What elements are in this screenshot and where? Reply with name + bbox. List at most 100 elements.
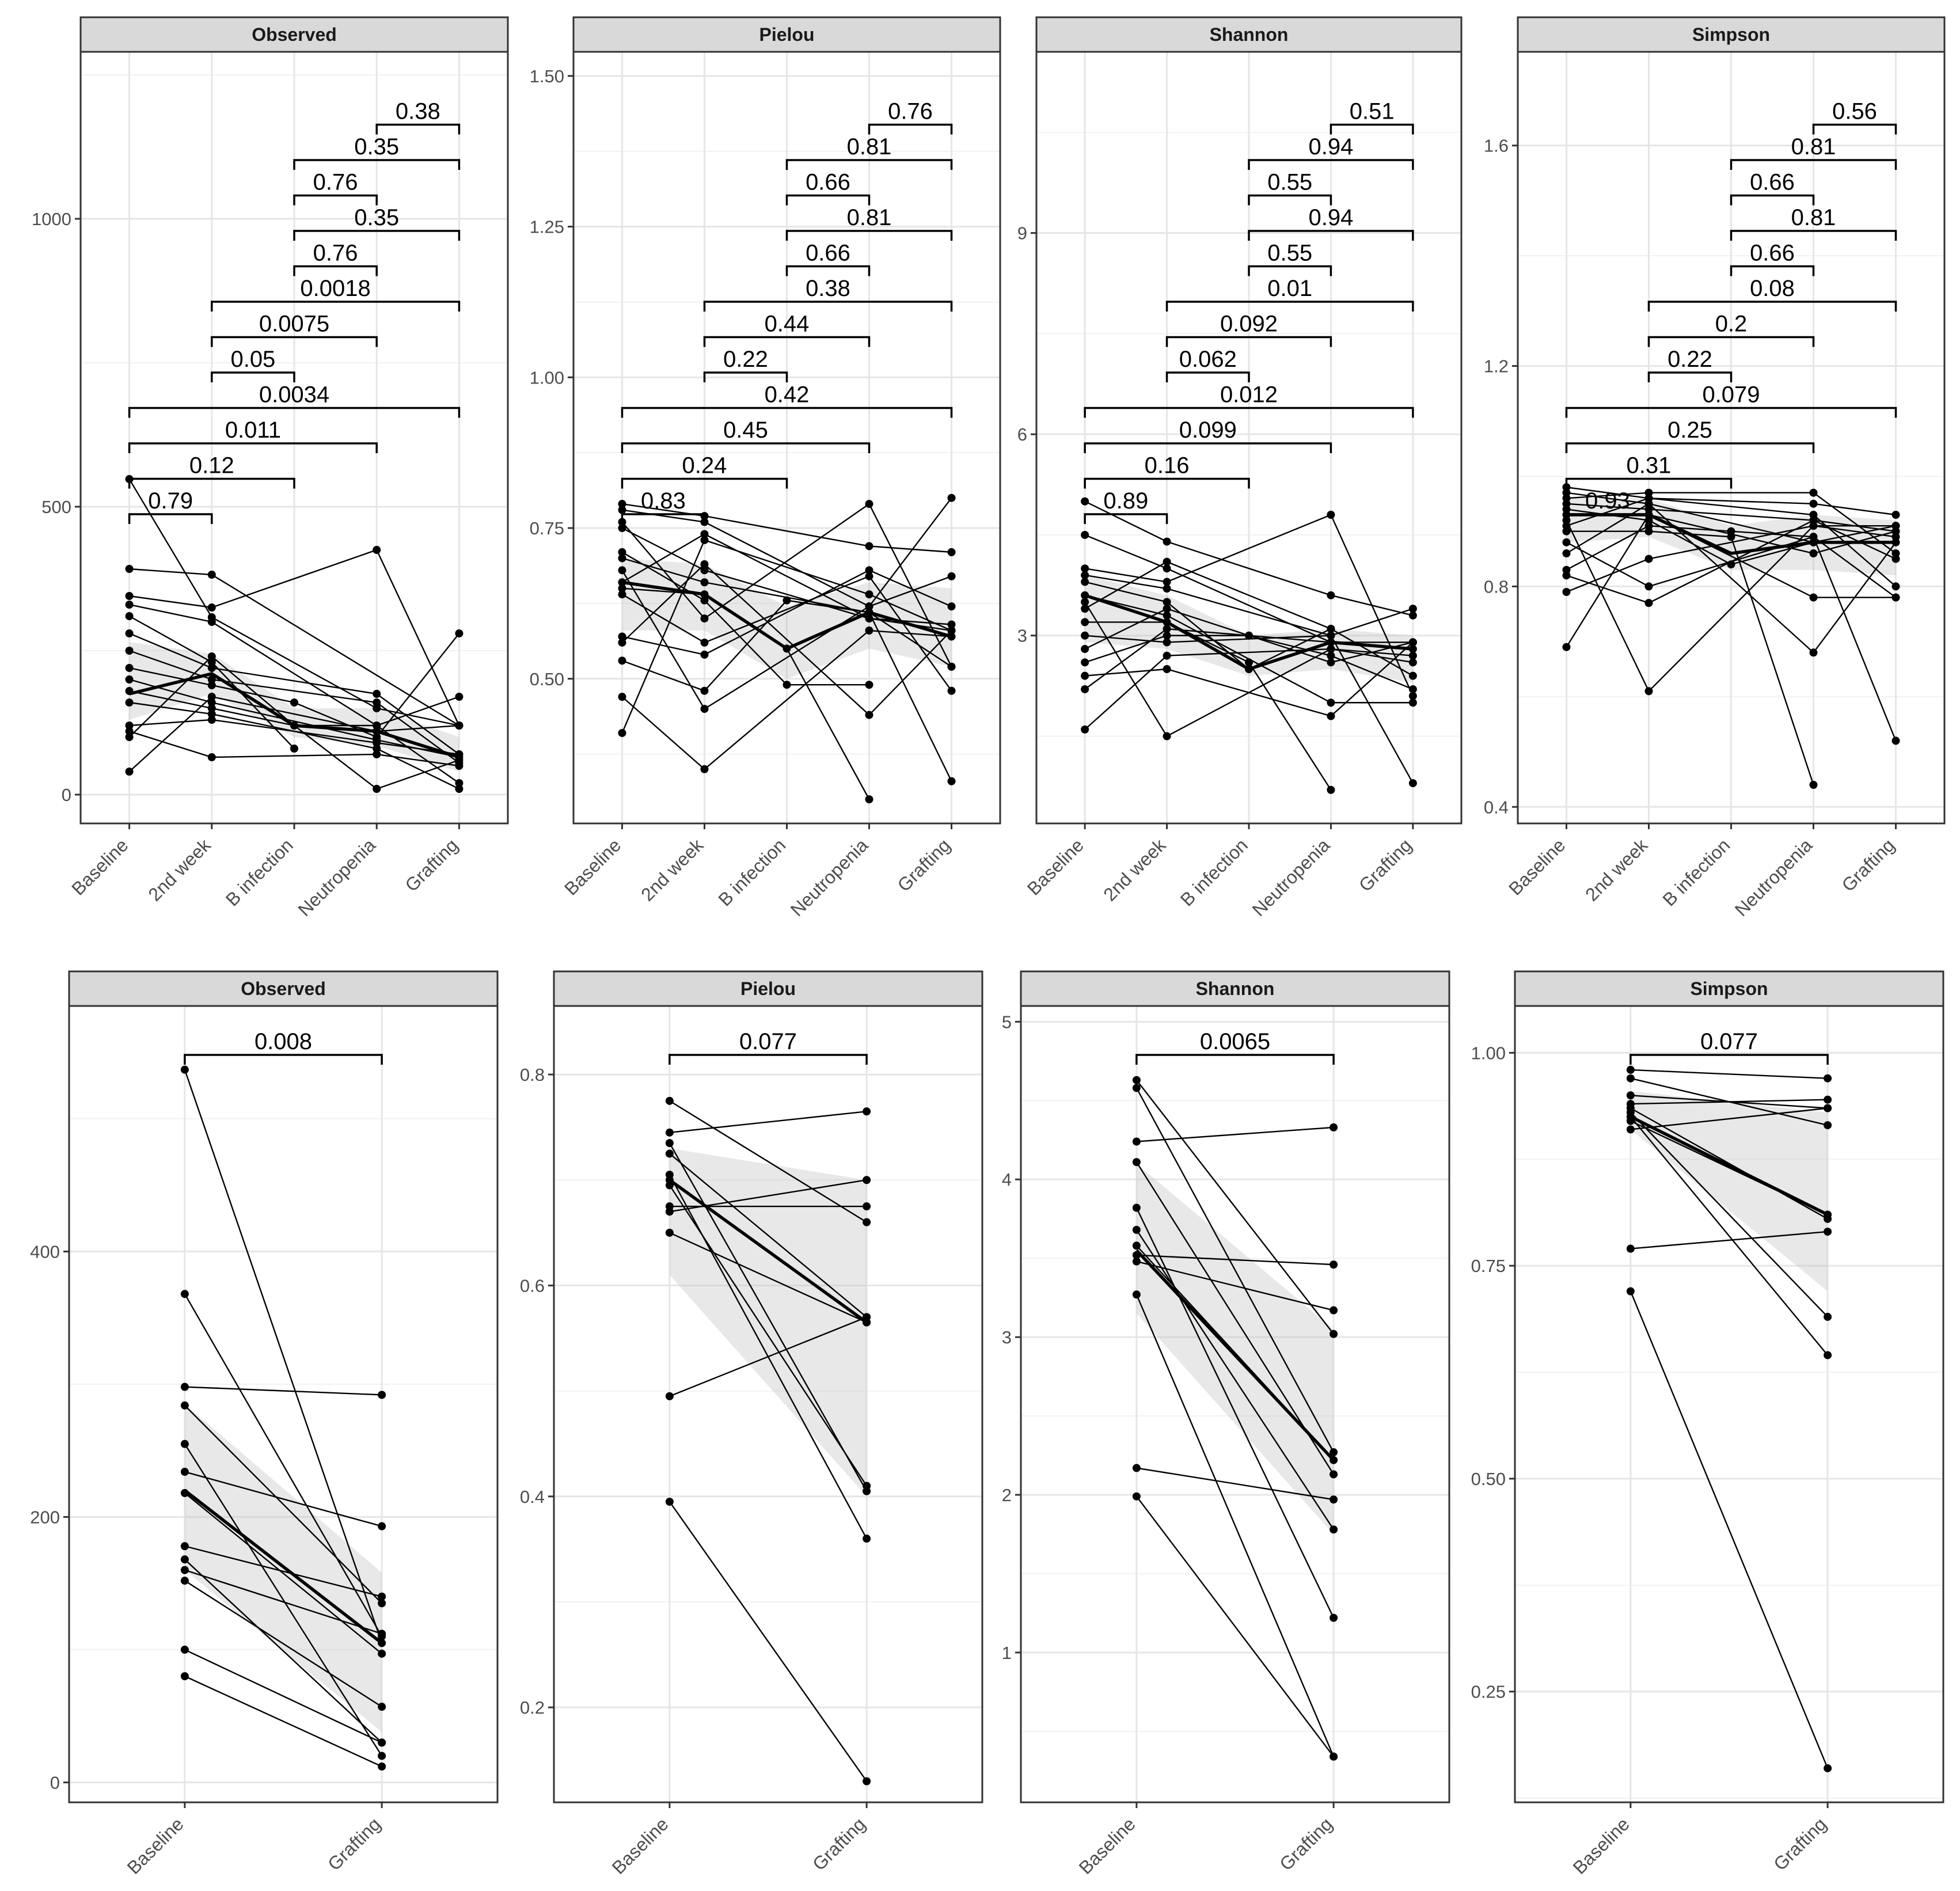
subject-point	[863, 1176, 871, 1184]
y-tick-label: 1.6	[1484, 136, 1509, 156]
p-value-label: 0.51	[1350, 99, 1395, 124]
x-tick-label: B infection	[714, 834, 789, 910]
subject-point	[1330, 1448, 1338, 1457]
subject-point	[125, 629, 134, 637]
p-value-label: 0.55	[1267, 241, 1312, 266]
subject-point	[1132, 1241, 1141, 1250]
panel-border	[1020, 1005, 1450, 1803]
subject-line	[622, 569, 952, 656]
subject-point	[378, 1762, 386, 1771]
subject-point	[1163, 625, 1171, 633]
subject-line	[129, 650, 460, 764]
subject-point	[207, 710, 216, 718]
mean-trend-line	[668, 1179, 868, 1324]
subject-point	[180, 1645, 189, 1654]
mean-trend-line	[1084, 594, 1414, 671]
subject-point	[618, 566, 626, 575]
p-value-label: 0.062	[1179, 347, 1237, 372]
subject-line	[669, 1179, 867, 1213]
subject-point	[373, 739, 381, 747]
y-tick-label: 200	[30, 1507, 60, 1527]
subject-point	[1163, 651, 1171, 660]
subject-point	[1644, 488, 1653, 497]
subject-point	[1891, 736, 1900, 745]
panel-border	[1035, 51, 1463, 825]
subject-point	[665, 1207, 674, 1216]
significance-bracket	[785, 265, 871, 276]
subject-point	[1408, 692, 1417, 700]
significance-bracket	[128, 513, 213, 524]
subject-line	[1084, 648, 1414, 730]
subject-point	[1163, 578, 1171, 586]
subject-point	[378, 1522, 386, 1531]
subject-point	[1327, 645, 1335, 654]
significance-bracket	[128, 407, 461, 418]
subject-point	[180, 1383, 189, 1391]
p-value-label: 0.0018	[300, 276, 370, 301]
subject-point	[665, 1228, 674, 1237]
subject-point	[207, 571, 216, 579]
subject-point	[863, 1777, 871, 1786]
subject-point	[1408, 658, 1417, 667]
significance-bracket	[293, 265, 378, 276]
subject-point	[1081, 618, 1089, 626]
subject-point	[125, 565, 134, 573]
subject-point	[1408, 671, 1417, 680]
x-tick-label: B infection	[222, 834, 297, 910]
significance-bracket	[1084, 407, 1414, 418]
subject-line	[184, 1386, 382, 1396]
subject-point	[1081, 658, 1089, 667]
subject-point	[1408, 698, 1417, 707]
subject-point	[1327, 631, 1335, 640]
subject-point	[1330, 1330, 1338, 1338]
x-tick-label: Grafting	[324, 1813, 385, 1874]
x-tick-label: Baseline	[560, 834, 625, 899]
significance-bracket	[785, 230, 953, 241]
significance-bracket	[703, 336, 871, 347]
p-value-label: 0.35	[354, 205, 399, 230]
subject-point	[618, 506, 626, 514]
subject-line	[668, 1184, 868, 1487]
x-tick-label: Baseline	[1023, 834, 1088, 899]
subject-point	[1824, 1121, 1832, 1130]
subject-point	[700, 578, 709, 587]
subject-point	[1163, 631, 1171, 640]
subject-point	[373, 722, 381, 730]
significance-bracket	[621, 513, 706, 524]
p-value-label: 0.22	[723, 347, 768, 372]
subject-line	[668, 1142, 868, 1492]
subject-point	[1245, 658, 1253, 667]
x-tick-label: B infection	[1176, 834, 1252, 910]
subject-point	[1330, 1123, 1338, 1131]
subject-point	[373, 690, 381, 698]
subject-line	[1629, 1116, 1829, 1356]
subject-point	[1327, 591, 1335, 599]
subject-point	[1163, 611, 1171, 620]
subject-point	[947, 662, 956, 671]
significance-bracket	[1165, 371, 1250, 382]
subject-line	[1136, 1467, 1334, 1501]
subject-line	[1630, 1069, 1828, 1079]
p-value-label: 0.76	[888, 99, 933, 124]
subject-line	[621, 629, 952, 770]
subject-point	[1327, 651, 1335, 660]
subject-line	[1566, 525, 1896, 593]
subject-point	[1809, 549, 1818, 557]
subject-point	[125, 592, 134, 600]
p-value-label: 0.16	[1145, 453, 1190, 479]
p-value-label: 0.76	[313, 170, 358, 195]
x-tick-label: Baseline	[67, 834, 132, 899]
subject-point	[455, 785, 464, 793]
y-tick-label: 0.4	[520, 1487, 545, 1507]
subject-point	[1824, 1764, 1832, 1772]
subject-point	[1330, 1613, 1338, 1622]
subject-point	[1081, 598, 1089, 606]
subject-point	[373, 704, 381, 712]
subject-point	[373, 546, 381, 554]
x-tick-label: Neutropenia	[294, 834, 379, 920]
x-tick-label: 2nd week	[1099, 834, 1170, 905]
facet-title: Pielou	[759, 24, 814, 45]
subject-point	[1081, 725, 1089, 734]
subject-point	[378, 1592, 386, 1601]
p-value-label: 0.76	[313, 241, 358, 266]
